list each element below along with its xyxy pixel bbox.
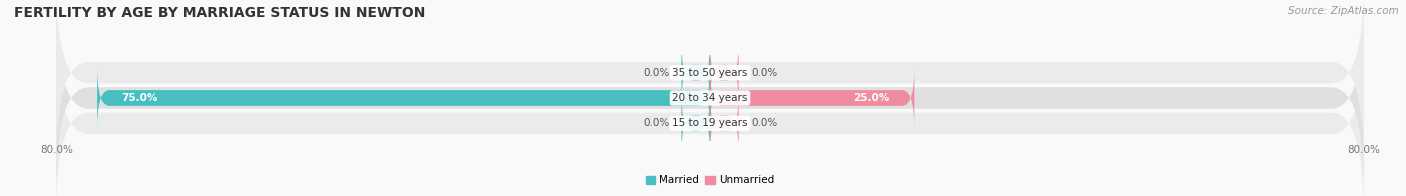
FancyBboxPatch shape	[97, 68, 710, 128]
Text: 25.0%: 25.0%	[853, 93, 890, 103]
Text: 75.0%: 75.0%	[121, 93, 157, 103]
FancyBboxPatch shape	[56, 7, 1364, 189]
Text: 0.0%: 0.0%	[751, 68, 778, 78]
Text: FERTILITY BY AGE BY MARRIAGE STATUS IN NEWTON: FERTILITY BY AGE BY MARRIAGE STATUS IN N…	[14, 6, 426, 20]
Text: Source: ZipAtlas.com: Source: ZipAtlas.com	[1288, 6, 1399, 16]
FancyBboxPatch shape	[682, 93, 710, 153]
Text: 15 to 19 years: 15 to 19 years	[672, 118, 748, 128]
FancyBboxPatch shape	[710, 43, 738, 103]
FancyBboxPatch shape	[56, 33, 1364, 196]
Text: 0.0%: 0.0%	[643, 68, 669, 78]
Text: 35 to 50 years: 35 to 50 years	[672, 68, 748, 78]
FancyBboxPatch shape	[56, 0, 1364, 163]
Legend: Married, Unmarried: Married, Unmarried	[641, 171, 779, 189]
Text: 20 to 34 years: 20 to 34 years	[672, 93, 748, 103]
FancyBboxPatch shape	[710, 68, 914, 128]
Text: 0.0%: 0.0%	[643, 118, 669, 128]
Text: 0.0%: 0.0%	[751, 118, 778, 128]
FancyBboxPatch shape	[682, 43, 710, 103]
FancyBboxPatch shape	[710, 93, 738, 153]
